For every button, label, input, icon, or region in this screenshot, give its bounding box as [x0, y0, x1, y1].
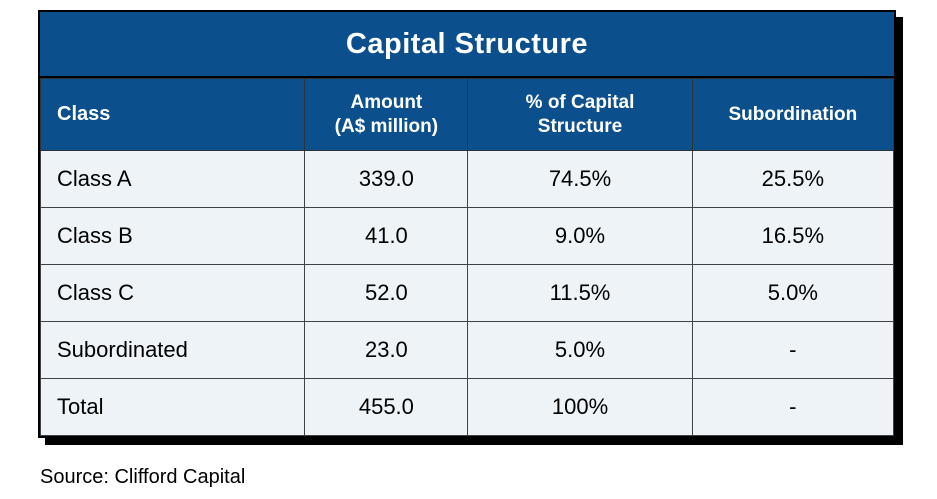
table-row-subordinated: Subordinated 23.0 5.0% -: [39, 321, 895, 379]
cell-subordination: -: [691, 321, 895, 379]
cell-class: Class C: [39, 264, 306, 322]
cell-subordination: 5.0%: [691, 264, 895, 322]
cell-pct: 100%: [467, 378, 693, 436]
header-row: Class Amount (A$ million) % of Capital S…: [39, 78, 895, 151]
table-row-class-c: Class C 52.0 11.5% 5.0%: [39, 264, 895, 322]
cell-pct: 74.5%: [467, 150, 693, 208]
capital-structure-table: Capital Structure Class Amount (A$ milli…: [38, 10, 896, 438]
source-note: Source: Clifford Capital: [40, 466, 246, 488]
cell-amount: 23.0: [304, 321, 469, 379]
cell-class: Class A: [39, 150, 306, 208]
cell-amount: 339.0: [304, 150, 469, 208]
column-header-amount: Amount (A$ million): [304, 78, 469, 151]
cell-pct: 9.0%: [467, 207, 693, 265]
column-header-subordination: Subordination: [691, 78, 895, 151]
cell-subordination: 16.5%: [691, 207, 895, 265]
cell-subordination: 25.5%: [691, 150, 895, 208]
cell-amount: 41.0: [304, 207, 469, 265]
cell-subordination: -: [691, 378, 895, 436]
cell-class: Subordinated: [39, 321, 306, 379]
table-title: Capital Structure: [40, 12, 894, 78]
table-row-total: Total 455.0 100% -: [39, 378, 895, 436]
table-row-class-a: Class A 339.0 74.5% 25.5%: [39, 150, 895, 208]
cell-class: Total: [39, 378, 306, 436]
cell-pct: 5.0%: [467, 321, 693, 379]
column-header-class: Class: [39, 78, 306, 151]
cell-amount: 52.0: [304, 264, 469, 322]
cell-amount: 455.0: [304, 378, 469, 436]
cell-pct: 11.5%: [467, 264, 693, 322]
cell-class: Class B: [39, 207, 306, 265]
column-header-pct-capital: % of Capital Structure: [467, 78, 693, 151]
table-row-class-b: Class B 41.0 9.0% 16.5%: [39, 207, 895, 265]
data-table: Class Amount (A$ million) % of Capital S…: [39, 78, 895, 436]
